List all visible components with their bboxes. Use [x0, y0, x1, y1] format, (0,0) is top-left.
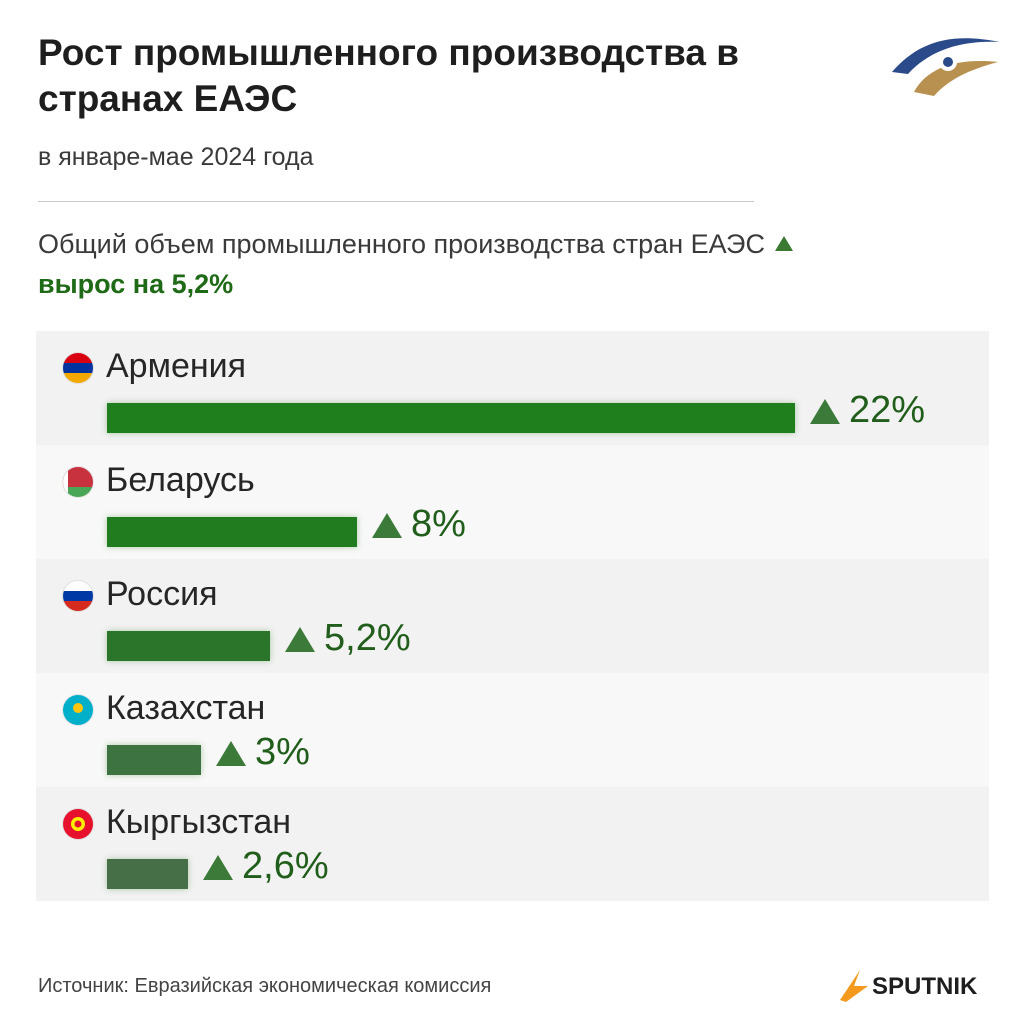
bar — [107, 859, 188, 889]
kazakhstan-flag-icon — [63, 695, 93, 725]
value-label: 22% — [809, 389, 925, 432]
bar-row: Армения 22% — [36, 331, 989, 445]
svg-text:SPUTNIK: SPUTNIK — [872, 973, 978, 1000]
country-label: Россия — [106, 575, 218, 613]
country-label: Беларусь — [106, 461, 255, 499]
bar — [107, 403, 795, 433]
up-triangle-icon — [810, 398, 840, 424]
chart-title: Рост промышленного производства в страна… — [38, 32, 740, 119]
bar — [107, 631, 270, 661]
eaeu-emblem-icon — [892, 38, 1000, 96]
chart-rows: Армения 22% Беларусь 8% Россия 5,2% Казахстан 3… — [36, 331, 989, 901]
value-label: 3% — [215, 731, 310, 774]
value-text: 22% — [849, 389, 926, 431]
value-label: 2,6% — [202, 845, 329, 888]
kyrgyzstan-flag-icon — [63, 809, 93, 839]
header-divider — [38, 201, 754, 202]
bar-row: Казахстан 3% — [36, 673, 989, 787]
summary-growth: вырос на 5,2% — [38, 269, 234, 299]
bar-row: Россия 5,2% — [36, 559, 989, 673]
value-text: 2,6% — [242, 845, 329, 887]
bar-row: Кыргызстан 2,6% — [36, 787, 989, 901]
country-label: Армения — [106, 347, 247, 385]
sputnik-logo: SPUTNIK — [840, 970, 978, 1002]
summary-line: Общий объем промышленного производства с… — [38, 224, 798, 304]
chart-subtitle: в январе-мае 2024 года — [38, 143, 314, 171]
value-text: 5,2% — [324, 617, 411, 659]
country-label: Казахстан — [106, 689, 266, 727]
russia-flag-icon — [63, 581, 93, 611]
bar — [107, 745, 201, 775]
up-triangle-icon — [203, 854, 233, 880]
belarus-flag-icon — [63, 467, 93, 497]
up-triangle-icon — [372, 512, 402, 538]
value-text: 3% — [255, 731, 310, 773]
value-label: 8% — [371, 503, 466, 546]
country-label: Кыргызстан — [106, 803, 292, 841]
bar — [107, 517, 357, 547]
bar-row: Беларусь 8% — [36, 445, 989, 559]
summary-text: Общий объем промышленного производства с… — [38, 229, 765, 259]
up-triangle-icon — [774, 236, 793, 251]
value-label: 5,2% — [284, 617, 411, 660]
value-text: 8% — [411, 503, 466, 545]
source-note: Источник: Евразийская экономическая коми… — [38, 975, 492, 997]
armenia-flag-icon — [63, 353, 93, 383]
up-triangle-icon — [285, 626, 315, 652]
up-triangle-icon — [216, 740, 246, 766]
